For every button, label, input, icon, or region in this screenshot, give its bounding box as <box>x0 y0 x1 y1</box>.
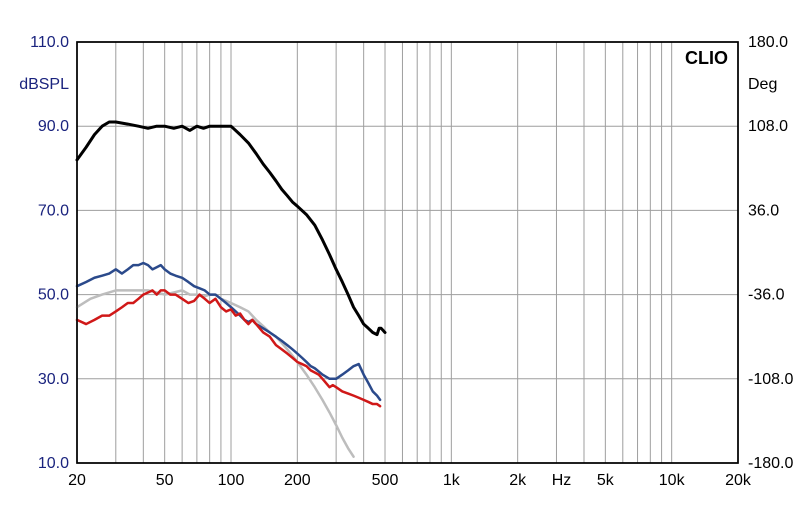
x-tick-label: 100 <box>218 472 245 489</box>
y-left-tick-label: 90.0 <box>38 118 69 135</box>
x-tick-label: 1k <box>443 472 461 489</box>
y-right-tick-label: 180.0 <box>748 34 788 51</box>
x-unit-label: Hz <box>552 472 572 489</box>
y-left-tick-label: 10.0 <box>38 455 69 472</box>
chart-container: 10.0 30.0 50.0 70.0 90.0 110.0 dBSPL -180.0 -108… <box>0 0 800 511</box>
y-left-tick-label: 110.0 <box>30 34 69 51</box>
y-left-tick-label: 70.0 <box>38 202 69 219</box>
x-tick-label: 20 <box>68 472 86 489</box>
y-right-tick-label: -36.0 <box>748 287 785 304</box>
x-tick-label: 200 <box>284 472 311 489</box>
x-tick-label: 2k <box>509 472 527 489</box>
frequency-response-chart: 10.0 30.0 50.0 70.0 90.0 110.0 dBSPL -180.0 -108… <box>0 0 800 511</box>
clio-logo: CLIO <box>685 48 728 68</box>
y-left-unit: dBSPL <box>19 76 69 93</box>
x-tick-label: 5k <box>597 472 615 489</box>
y-right-unit: Deg <box>748 76 777 93</box>
y-left-tick-label: 30.0 <box>38 371 69 388</box>
x-tick-label: 20k <box>725 472 752 489</box>
x-tick-label: 500 <box>372 472 399 489</box>
y-right-tick-label: -108.0 <box>748 371 793 388</box>
y-left-tick-label: 50.0 <box>38 287 69 304</box>
x-tick-label: 50 <box>156 472 174 489</box>
y-right-tick-label: 36.0 <box>748 202 779 219</box>
chart-bg <box>0 0 800 511</box>
y-right-tick-label: -180.0 <box>748 455 793 472</box>
x-tick-label: 10k <box>659 472 686 489</box>
y-right-tick-label: 108.0 <box>748 118 788 135</box>
